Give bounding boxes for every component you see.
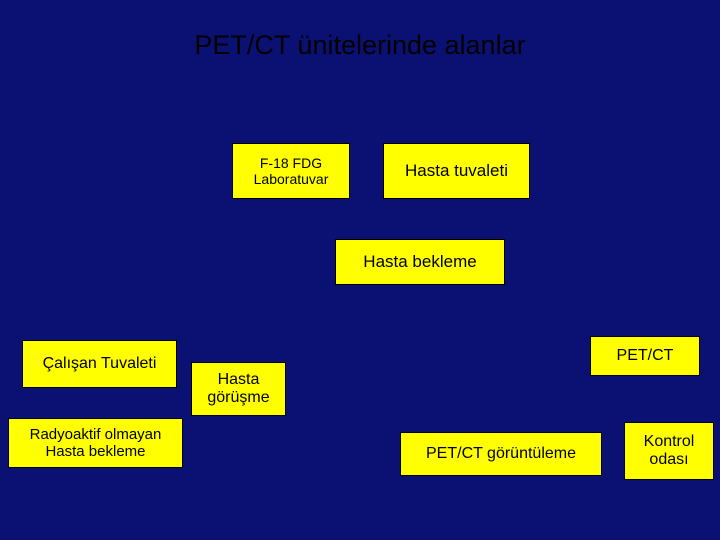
box-gorusme: Hastagörüşme xyxy=(191,362,286,416)
slide-canvas: PET/CT ünitelerinde alanlar F-18 FDGLabo… xyxy=(0,0,720,540)
slide-title: PET/CT ünitelerinde alanlar xyxy=(0,30,720,61)
box-goruntu: PET/CT görüntüleme xyxy=(400,432,602,476)
box-kontrol: Kontrolodası xyxy=(624,422,714,480)
box-tuvalet: Hasta tuvaleti xyxy=(383,143,530,199)
box-radyo: Radyoaktif olmayanHasta bekleme xyxy=(8,418,183,468)
box-petct: PET/CT xyxy=(590,336,700,376)
box-bekleme: Hasta bekleme xyxy=(335,239,505,285)
box-lab: F-18 FDGLaboratuvar xyxy=(232,143,350,199)
box-calisan: Çalışan Tuvaleti xyxy=(22,340,177,388)
